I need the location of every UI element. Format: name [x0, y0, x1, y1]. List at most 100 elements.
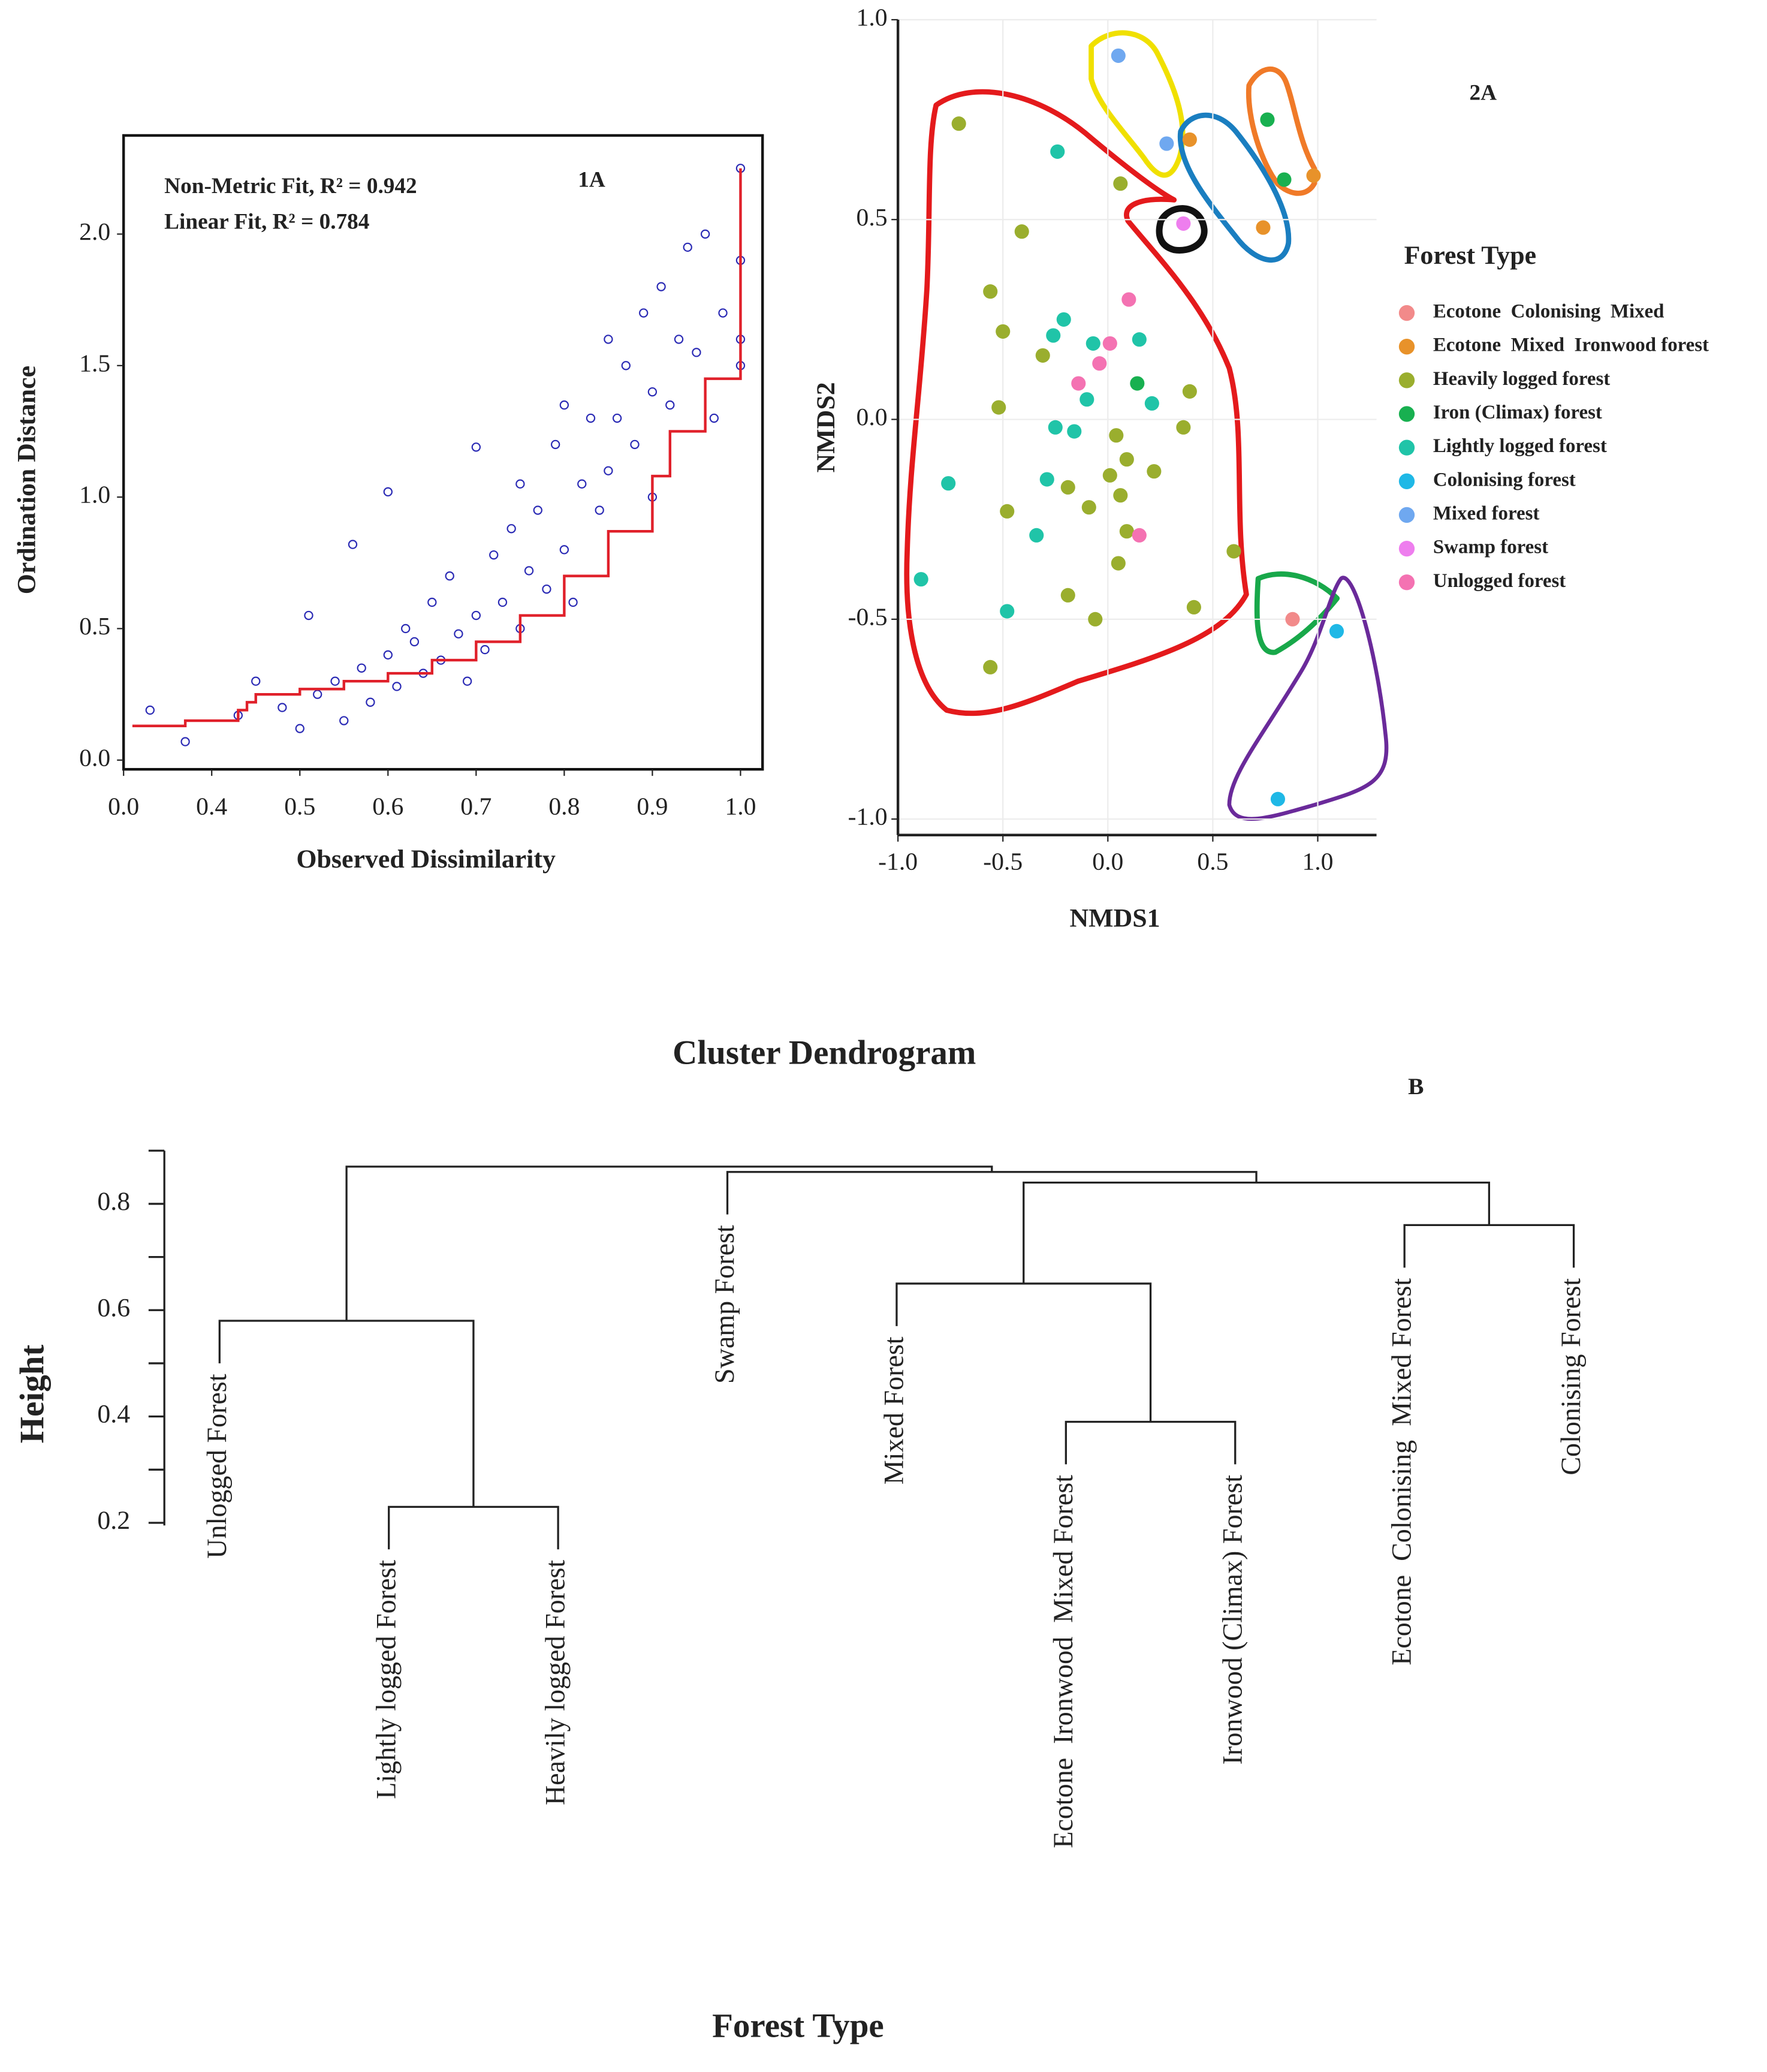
point [612, 413, 622, 423]
point [595, 505, 604, 515]
point [586, 413, 596, 423]
annotation: 2A [1469, 80, 1497, 105]
hull-blue [1177, 112, 1292, 263]
point [454, 629, 463, 639]
merge-link [1403, 1224, 1575, 1268]
legend-label: Iron (Climax) forest [1433, 402, 1602, 423]
point [348, 540, 358, 549]
point [383, 487, 393, 497]
leaf-label: Unlogged Forest [201, 1374, 232, 1558]
legend-label: Unlogged forest [1433, 570, 1566, 592]
y-tick-label: -0.5 [848, 603, 888, 631]
y-tick-label: 2.0 [79, 218, 110, 246]
point [1081, 500, 1096, 515]
leaf-label: Ecotone Ironwood Mixed Forest [1048, 1475, 1078, 1848]
point [621, 361, 631, 371]
leaf-label: Swamp Forest [709, 1225, 740, 1384]
point [665, 400, 675, 410]
y-tick-label: 0.5 [857, 204, 888, 231]
x-tick-label: 1.0 [1302, 848, 1333, 876]
point [471, 442, 481, 452]
point [647, 387, 658, 397]
legend-swatch [1398, 540, 1415, 557]
point [251, 676, 261, 686]
y-tick-label: 0.0 [79, 744, 110, 772]
annotation: B [1408, 1073, 1424, 1100]
point [462, 676, 472, 686]
point [692, 348, 701, 357]
point [983, 284, 998, 299]
legend-label: Colonising forest [1433, 469, 1576, 490]
point [709, 413, 719, 423]
point [1270, 791, 1286, 806]
point [1186, 600, 1201, 615]
x-tick-label: 1.0 [725, 793, 756, 821]
y-tick-label: 0.4 [97, 1400, 130, 1429]
point [559, 400, 569, 410]
point [1113, 176, 1128, 191]
point [542, 584, 551, 594]
point [1092, 356, 1107, 371]
point [983, 659, 998, 674]
legend-swatch [1398, 507, 1415, 523]
point [1113, 488, 1128, 503]
y-tick-label: 1.5 [79, 350, 110, 377]
merge-link [218, 1320, 475, 1507]
point [515, 479, 525, 489]
annotation: Linear Fit, R² = 0.784 [164, 209, 369, 234]
point [295, 724, 304, 733]
point [304, 610, 313, 621]
point [1046, 328, 1061, 343]
legend-label: Mixed forest [1433, 503, 1540, 525]
y-tick-label: 0.5 [79, 613, 110, 640]
x-axis-label: NMDS1 [1070, 904, 1160, 932]
point [1080, 392, 1094, 407]
y-tick-label: 0.0 [857, 403, 888, 431]
point [1176, 420, 1191, 435]
legend-swatch [1398, 439, 1415, 456]
point [604, 466, 613, 475]
y-tick-label: 1.0 [857, 4, 888, 31]
leaf-label: Lightly logged Forest [370, 1560, 401, 1799]
merge-link [1023, 1181, 1491, 1284]
merge-link [345, 1166, 993, 1321]
point [568, 597, 578, 607]
point [392, 682, 402, 691]
leaf-label: Ironwood (Climax) Forest [1217, 1475, 1247, 1765]
x-tick-label: 0.8 [548, 793, 580, 821]
point [1056, 312, 1071, 327]
point [991, 400, 1006, 415]
point [1111, 556, 1126, 571]
point [951, 116, 966, 131]
point [1306, 168, 1321, 183]
point [913, 572, 928, 587]
point [145, 705, 155, 715]
point [1226, 544, 1241, 559]
point [1014, 224, 1029, 239]
point [1067, 424, 1082, 439]
point [1035, 348, 1050, 363]
point [339, 716, 349, 725]
point [312, 689, 322, 699]
hull-green [1254, 571, 1340, 655]
y-tick-label: 0.8 [97, 1187, 130, 1216]
x-tick-label: 0.0 [1092, 848, 1123, 876]
merge-link [1065, 1420, 1237, 1465]
point [1111, 48, 1126, 63]
point [1132, 528, 1147, 543]
x-tick-label: 0.6 [372, 793, 403, 821]
leaf-label: Ecotone Colonising Mixed Forest [1386, 1278, 1417, 1666]
point [366, 697, 375, 707]
point [604, 335, 613, 344]
point [497, 597, 508, 607]
legend-swatch [1398, 339, 1415, 355]
point [1176, 216, 1191, 231]
plot-frame [122, 134, 764, 771]
point [1085, 336, 1100, 351]
legend-swatch [1398, 372, 1415, 389]
y-axis-label: Ordination Distance [12, 366, 41, 594]
point [1144, 396, 1159, 411]
y-tick-label: 0.2 [97, 1506, 130, 1535]
